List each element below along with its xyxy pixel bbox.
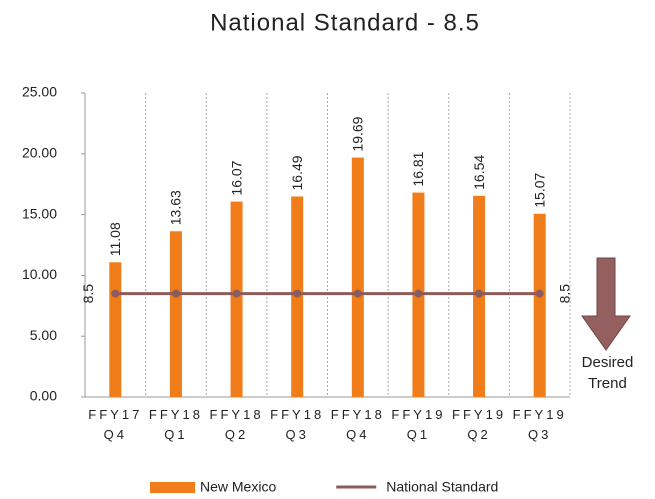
bar bbox=[533, 213, 546, 397]
data-label: 16.54 bbox=[471, 155, 487, 190]
line-marker bbox=[171, 289, 180, 298]
line-marker bbox=[111, 289, 120, 298]
y-tick-label: 15.00 bbox=[22, 205, 57, 221]
y-tick-label: 5.00 bbox=[30, 327, 57, 343]
data-label: 8.5 bbox=[80, 284, 96, 304]
bar bbox=[109, 262, 122, 397]
line-marker bbox=[414, 289, 423, 298]
bar bbox=[169, 231, 182, 397]
bar bbox=[230, 201, 243, 397]
data-label: 16.81 bbox=[410, 151, 426, 186]
annotation-box: Desired Trend bbox=[581, 354, 634, 392]
x-tick-label: FFY18 Q4 bbox=[330, 407, 385, 442]
x-tick-label: FFY18 Q1 bbox=[148, 407, 203, 442]
line-marker bbox=[232, 289, 241, 298]
line-marker bbox=[535, 289, 544, 298]
trend-arrow bbox=[581, 257, 631, 351]
x-tick-label: FFY19 Q2 bbox=[452, 407, 507, 442]
line-marker bbox=[293, 289, 302, 298]
legend-label: National Standard bbox=[386, 479, 498, 495]
x-tick-label: FFY18 Q3 bbox=[270, 407, 325, 442]
data-label: 8.5 bbox=[556, 284, 572, 304]
y-tick-label: 20.00 bbox=[22, 145, 57, 161]
line-marker bbox=[353, 289, 362, 298]
legend-swatch bbox=[150, 482, 195, 493]
bar bbox=[351, 157, 364, 397]
data-label: 11.08 bbox=[107, 222, 123, 256]
x-tick-label: FFY19 Q3 bbox=[512, 407, 567, 442]
x-tick-label: FFY19 Q1 bbox=[391, 407, 446, 442]
chart-title: National Standard - 8.5 bbox=[210, 9, 480, 36]
annotation: Desired Trend bbox=[581, 354, 634, 392]
x-tick-label: FFY17 Q4 bbox=[88, 407, 143, 442]
y-tick-label: 0.00 bbox=[30, 388, 57, 404]
data-label: 19.69 bbox=[350, 116, 366, 151]
data-label: 16.49 bbox=[289, 155, 305, 190]
data-label: 13.63 bbox=[168, 190, 184, 225]
x-tick-label: FFY18 Q2 bbox=[209, 407, 264, 442]
legend-label: New Mexico bbox=[200, 479, 276, 495]
line-marker bbox=[475, 289, 484, 298]
y-tick-label: 10.00 bbox=[22, 266, 57, 282]
y-tick-label: 25.00 bbox=[22, 84, 57, 100]
data-label: 15.07 bbox=[531, 173, 547, 208]
data-label: 16.07 bbox=[228, 160, 244, 195]
